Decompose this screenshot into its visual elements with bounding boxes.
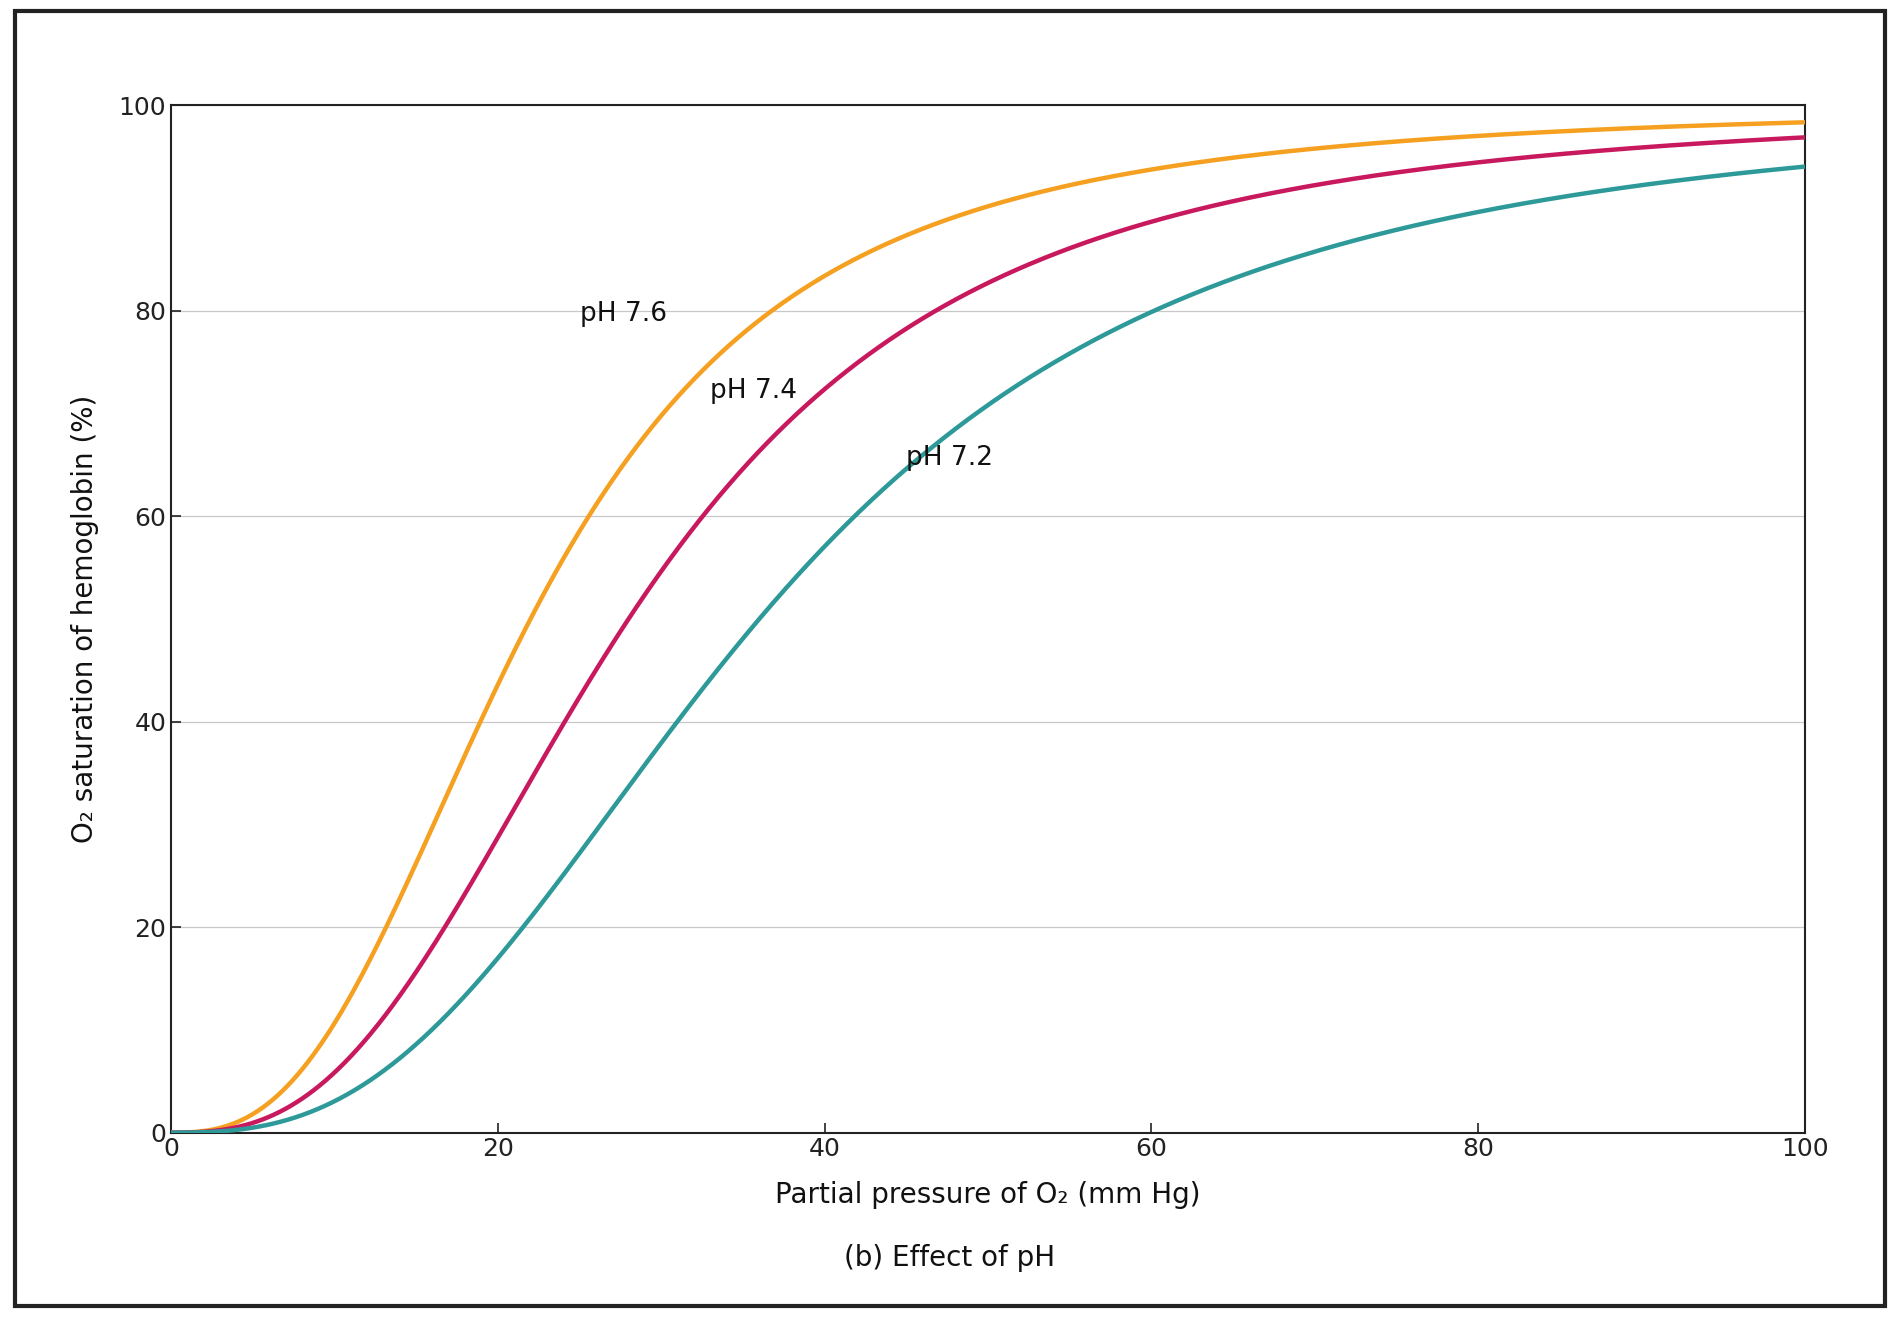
Text: pH 7.4: pH 7.4 [711,378,798,404]
X-axis label: Partial pressure of O₂ (mm Hg): Partial pressure of O₂ (mm Hg) [775,1181,1201,1209]
Text: (b) Effect of pH: (b) Effect of pH [844,1243,1056,1272]
Text: pH 7.2: pH 7.2 [906,445,994,471]
Text: pH 7.6: pH 7.6 [580,302,667,327]
Y-axis label: O₂ saturation of hemoglobin (%): O₂ saturation of hemoglobin (%) [70,395,99,843]
